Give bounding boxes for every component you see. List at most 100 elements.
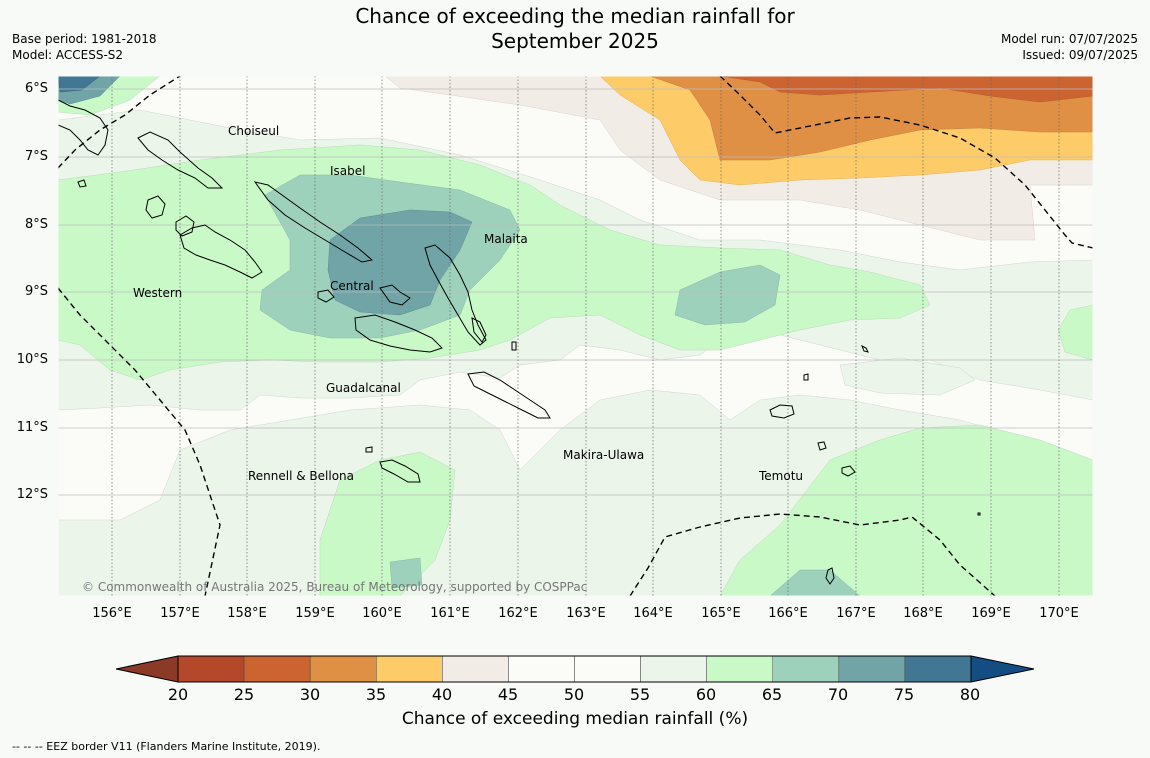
base-period: Base period: 1981-2018 [12,32,157,46]
lon-label-159e: 159°E [295,606,335,621]
island-malaita [424,244,487,346]
colorbar-cell-30-35 [309,655,377,683]
colorbar-tick-45: 45 [497,685,519,704]
island-choiseul [137,131,224,189]
lat-label-11s: 11°S [16,420,48,435]
island-kolombangara [175,215,195,237]
colorbar-cell-50-55 [574,655,641,683]
colorbar-tick-75: 75 [893,685,915,704]
island-isabel [253,181,374,263]
lon-label-160e: 160°E [362,606,402,621]
contour-65-70-east [674,264,781,326]
colorbar-tick-80: 80 [959,685,981,704]
island-guadalcanal [354,314,443,353]
eez-footnote: -- -- -- EEZ border V11 (Flanders Marine… [12,740,321,753]
region-label-choiseul: Choiseul [228,124,280,138]
island-rennell [379,459,421,483]
colorbar-cell-25-30 [243,655,311,683]
coastlines [58,99,981,585]
island-makira [467,371,551,419]
lat-label-12s: 12°S [16,487,48,502]
contour-60-65-southeast [719,424,1093,596]
region-label-rennell-bellona: Rennell & Bellona [248,469,355,483]
colorbar-cells [177,655,972,683]
contour-70-75-central [327,209,473,316]
contour-75-80-northwest [58,76,101,93]
island-bougainville [58,99,109,156]
map-title-line2: September 2025 [491,29,659,53]
island-tikopia [977,512,981,516]
lon-label-163e: 163°E [566,606,606,621]
island-duff [861,344,869,353]
contour-60-65-east [1057,304,1093,361]
colorbar-over-arrow [970,655,1035,683]
colorbar-tick-55: 55 [629,685,651,704]
colorbar [115,655,1035,683]
colorbar-cell-55-60 [640,655,707,683]
lon-label-164e: 164°E [633,606,673,621]
lon-label-156e: 156°E [92,606,132,621]
contour-30-35-north [649,76,1093,161]
colorbar-cell-45-50 [508,655,575,683]
colorbar-tick-60: 60 [695,685,717,704]
island-utupua [817,441,827,451]
region-label-malaita: Malaita [484,232,528,246]
island-ulawa [511,341,517,351]
lon-label-157e: 157°E [160,606,200,621]
colorbar-label: Chance of exceeding median rainfall (%) [401,709,749,729]
lon-label-161e: 161°E [430,606,470,621]
region-label-isabel: Isabel [330,164,366,178]
lon-label-168e: 168°E [903,606,943,621]
colorbar-tick-35: 35 [365,685,387,704]
colorbar-cell-60-65 [706,655,774,683]
region-label-guadalcanal: Guadalcanal [326,381,401,395]
colorbar-cell-40-45 [442,655,509,683]
lat-label-8s: 8°S [24,217,48,232]
region-label-central: Central [330,279,374,293]
colorbar-frame [177,655,972,683]
colorbar-tick-40: 40 [431,685,453,704]
lon-label-162e: 162°E [498,606,538,621]
map-title: Chance of exceeding the median rainfall … [0,4,1150,54]
lat-label-6s: 6°S [24,81,48,96]
colorbar-tick-30: 30 [299,685,321,704]
colorbar-cell-70-75 [838,655,906,683]
island-reef-islands [803,373,809,381]
colorbar-tick-50: 50 [563,685,585,704]
lon-label-167e: 167°E [836,606,876,621]
lon-label-170e: 170°E [1039,606,1079,621]
colorbar-tick-65: 65 [761,685,783,704]
copyright-notice: © Commonwealth of Australia 2025, Bureau… [82,580,588,594]
lon-label-165e: 165°E [701,606,741,621]
island-anuta [825,567,835,585]
map-title-line1: Chance of exceeding the median rainfall … [355,4,795,28]
longitude-gridlines [111,76,1060,596]
lat-label-7s: 7°S [24,149,48,164]
region-label-makira-ulawa: Makira-Ulawa [563,448,645,462]
lat-label-9s: 9°S [24,284,48,299]
colorbar-cell-20-25 [177,655,245,683]
model-run: Model run: 07/07/2025 [1000,32,1138,46]
issued-date: Issued: 09/07/2025 [1022,48,1138,62]
meta-right: Model run: 07/07/2025 Issued: 09/07/2025 [1001,31,1138,63]
island-new-georgia [179,224,263,279]
latitude-gridlines [58,88,1093,496]
island-small-malaita [471,317,487,343]
lon-label-166e: 166°E [768,606,808,621]
model-name: Model: ACCESS-S2 [12,48,124,62]
rainfall-contours [58,76,1093,596]
colorbar-tick-70: 70 [827,685,849,704]
meta-left: Base period: 1981-2018 Model: ACCESS-S2 [12,31,157,63]
colorbar-tick-20: 20 [167,685,189,704]
island-russell [317,289,335,303]
region-label-western: Western [133,286,183,300]
lon-label-158e: 158°E [227,606,267,621]
contour-60-65-southwest [319,451,456,596]
colorbar-cell-35-40 [376,655,443,683]
region-label-temotu: Temotu [759,469,804,483]
map-frame [57,75,1094,597]
eez-border [58,76,1093,596]
contour-65-70-south [769,569,861,596]
colorbar-tick-25: 25 [233,685,255,704]
